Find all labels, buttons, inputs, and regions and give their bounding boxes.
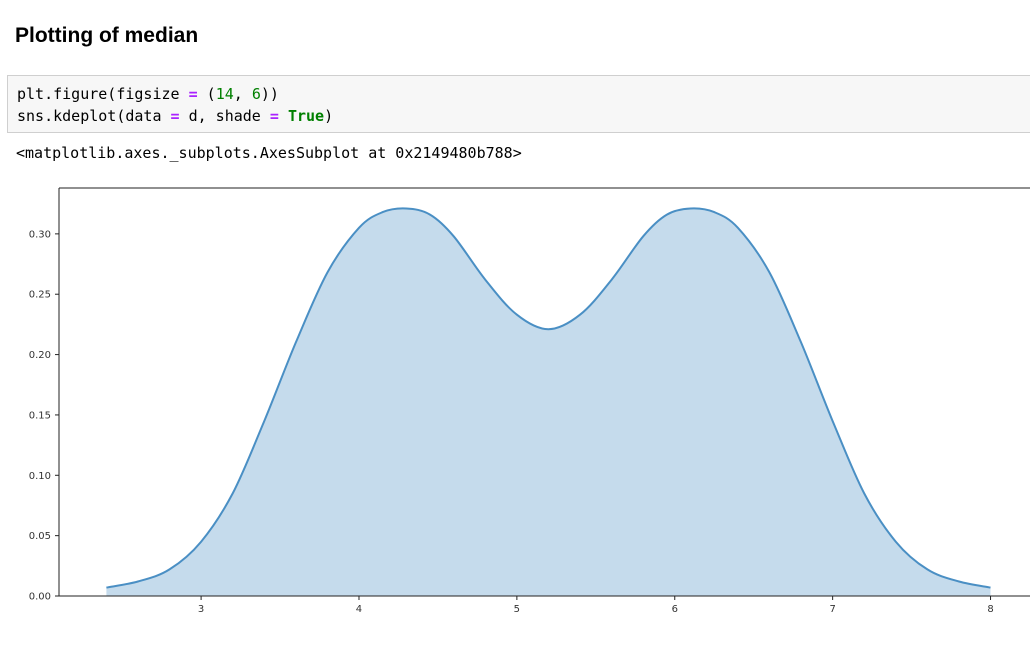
y-tick-label: 0.10: [29, 471, 51, 482]
x-tick-label: 8: [987, 604, 993, 615]
output-repr-text: <matplotlib.axes._subplots.AxesSubplot a…: [16, 144, 522, 162]
x-tick-label: 4: [356, 604, 362, 615]
plot-area: 0.00 0.05 0.10 0.15 0.20 0.25 0.30 3 4 5 6 7 8: [29, 187, 1030, 615]
x-tick-label: 5: [514, 604, 520, 615]
y-tick-label: 0.05: [29, 531, 51, 542]
code-line-2: sns.kdeplot(data = d, shade = True): [17, 107, 334, 125]
y-tick-label: 0.30: [29, 229, 51, 240]
x-tick-label: 6: [672, 604, 678, 615]
code-line-1: plt.figure(figsize = (14, 6)): [17, 85, 279, 103]
y-tick-label: 0.00: [29, 592, 51, 603]
kde-plot: 0.00 0.05 0.10 0.15 0.20 0.25 0.30 3 4 5 6 7 8: [29, 187, 1030, 615]
y-tick-label: 0.20: [29, 350, 51, 361]
y-tick-label: 0.25: [29, 290, 51, 301]
section-heading: Plotting of median: [15, 24, 199, 47]
code-cell[interactable]: plt.figure(figsize = (14, 6)) sns.kdeplo…: [7, 75, 1030, 133]
kde-area-fill: [106, 208, 991, 596]
y-tick-label: 0.15: [29, 410, 51, 421]
x-tick-label: 7: [829, 604, 835, 615]
kde-line: [106, 207, 991, 589]
x-tick-label: 3: [198, 604, 204, 615]
